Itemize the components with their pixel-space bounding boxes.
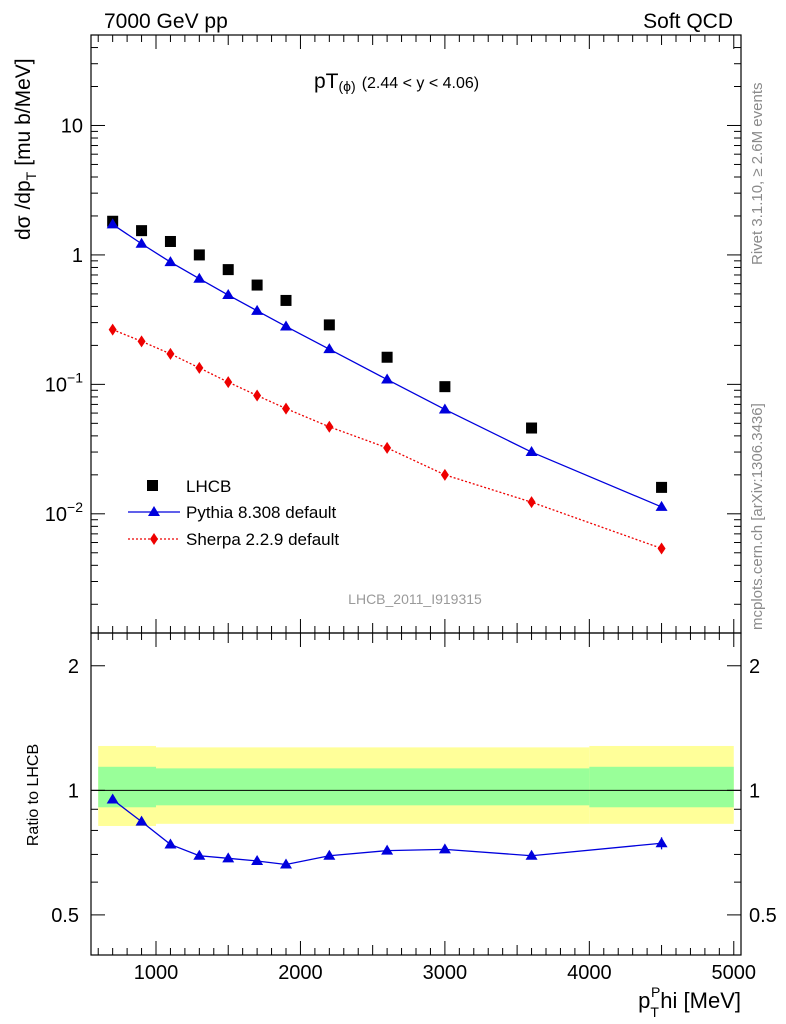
pythia-ratio-point [193,849,206,860]
lhcb-data-point [164,235,176,247]
lhcb-data-point [656,481,668,493]
pythia-ratio-point [323,849,336,860]
rivet-version-label: Rivet 3.1.10, ≥ 2.6M events [749,83,766,266]
pythia-data-point [280,320,292,331]
ratio-y-tick-label-right: 2 [749,656,760,678]
pythia-ratio-point [106,793,119,804]
sherpa-data-point [137,335,146,348]
pythia-curve [112,223,662,508]
plot-title-sub: (ϕ) [339,78,356,94]
pythia-ratio-curve [112,799,662,866]
legend-label-lhcb: LHCB [186,477,231,496]
sherpa-curve [112,328,662,550]
y-tick-label: 10 [61,115,83,137]
x-tick-label: 2000 [278,962,323,984]
pythia-ratio-point [135,815,148,826]
pythia-ratio-point [164,838,177,849]
lhcb-data-point [526,422,538,434]
ratio-panel-frame [90,632,742,956]
pythia-ratio-point [222,852,235,863]
statistical-uncertainty-band [589,766,734,808]
ratio-y-tick-label-right: 0.5 [749,905,777,927]
x-tick-label: 4000 [567,962,612,984]
sherpa-data-point [253,389,262,402]
header-energy-label: 7000 GeV pp [104,10,228,33]
y-tick-label: 10−1 [45,369,83,396]
legend: LHCB Pythia 8.308 default Sherpa 2.2.9 d… [128,477,339,549]
x-axis-label: pTPhi [MeV] [638,984,741,1020]
lhcb-data-point [280,294,292,306]
legend-marker-pythia [148,506,160,516]
pythia-data-point [164,256,177,267]
pythia-data-point [655,500,668,511]
sherpa-data-point [195,361,204,374]
pythia-data-point [222,289,235,300]
sherpa-data-point [325,420,334,433]
x-axis-label-sub: T [650,1004,659,1020]
sherpa-data-point [108,323,117,336]
sherpa-data-point [657,542,666,555]
lhcb-data-point [439,381,451,393]
lhcb-data-point [222,264,234,276]
analysis-watermark: LHCB_2011_I919315 [348,591,482,607]
plot-title-main: pT [314,70,339,93]
pythia-data-point [438,403,451,414]
lhcb-data-point [136,225,148,237]
x-axis-label-main: p [638,988,650,1013]
legend-label-pythia: Pythia 8.308 default [186,503,337,522]
pythia-ratio-point [438,843,451,854]
pythia-data-point [135,237,148,248]
lhcb-data-point [323,319,335,331]
x-tick-label: 1000 [134,962,179,984]
pythia-data-point [193,272,206,283]
x-tick-label: 3000 [423,962,468,984]
x-axis-label-sup: P [651,984,660,1000]
pythia-ratio-point [525,849,538,860]
lhcb-data-point [251,279,263,291]
y-axis-label-sub: T [23,171,39,180]
ratio-y-tick-label-left: 2 [68,656,79,678]
pythia-data-point [381,373,394,384]
pythia-data-point [525,446,538,457]
statistical-uncertainty-band [156,768,590,806]
y-axis-label: dσ /dpT [mu b/MeV] [12,58,39,240]
legend-marker-sherpa [150,533,158,545]
lhcb-data-point [193,249,205,261]
y-tick-label: 10−2 [45,499,83,526]
ratio-y-axis-label: Ratio to LHCB [25,744,42,846]
sherpa-data-point [440,468,449,481]
plot-title-range: (2.44 < y < 4.06) [362,75,479,92]
mcplots-reference-label: mcplots.cern.ch [arXiv:1306.3436] [749,403,766,630]
pythia-data-point [106,218,119,229]
y-axis-label-main: dσ /dp [12,180,35,240]
ratio-y-tick-label-left: 0.5 [51,905,79,927]
plot-title: pT(ϕ) (2.44 < y < 4.06) [314,70,479,94]
pythia-ratio-point [381,844,394,855]
sherpa-data-point [166,347,175,360]
ratio-y-tick-label-left: 1 [68,780,79,802]
header-process-label: Soft QCD [643,10,733,33]
sherpa-data-point [282,402,290,415]
sherpa-data-point [383,441,392,454]
main-panel: 10 1 10−1 10−2 pT(ϕ) (2.44 < y < 4.06) LHCB_… [12,34,742,634]
sherpa-data-point [527,496,536,509]
y-tick-label: 1 [72,245,83,267]
pythia-ratio-point [251,854,264,865]
lhcb-data-point [381,351,393,363]
x-axis-label-rest: hi [MeV] [660,988,741,1013]
pythia-ratio-point [655,837,668,848]
x-tick-label: 5000 [712,962,757,984]
y-axis-label-unit: [mu b/MeV] [12,58,35,165]
ratio-panel: 2 2 1 1 0.5 0.5 1000 2000 3000 4000 5000 Ratio to … [25,632,777,1020]
sherpa-data-point [224,376,233,389]
pythia-data-point [251,304,264,315]
pythia-data-point [323,343,336,354]
statistical-uncertainty-band [98,766,156,808]
ratio-y-tick-label-right: 1 [749,780,760,802]
pythia-ratio-point [280,858,292,869]
legend-marker-lhcb [147,480,158,491]
legend-label-sherpa: Sherpa 2.2.9 default [186,530,339,549]
